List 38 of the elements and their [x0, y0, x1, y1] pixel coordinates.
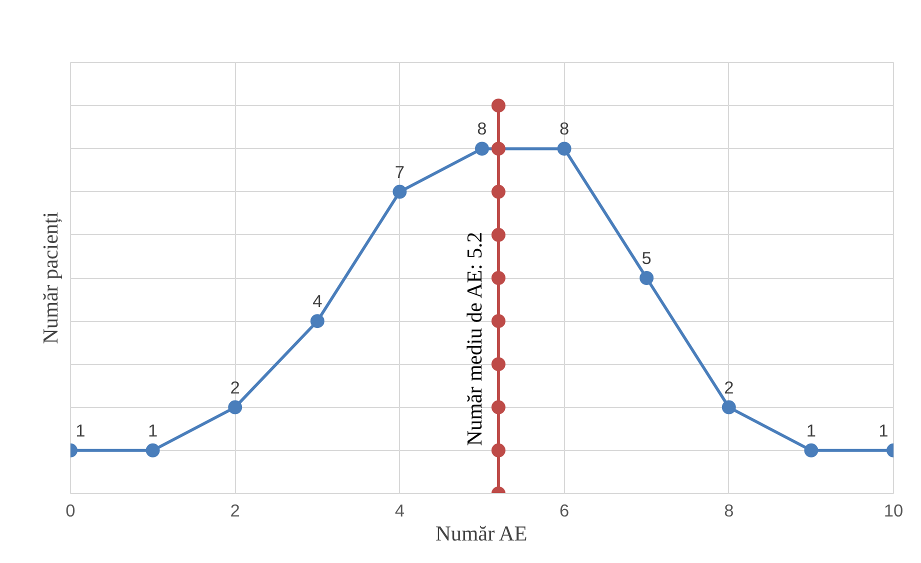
data-label: 8	[477, 118, 487, 139]
data-label: 2	[230, 377, 240, 398]
x-axis-title: Număr AE	[436, 522, 528, 546]
data-label: 1	[76, 420, 86, 440]
data-label: 1	[148, 420, 158, 440]
y-axis-title: Număr pacienți	[38, 212, 62, 344]
point	[146, 443, 160, 458]
data-label: 1	[878, 420, 888, 440]
point	[491, 314, 506, 328]
data-label: 1	[806, 420, 816, 440]
point	[722, 400, 736, 414]
x-tick-label: 6	[559, 500, 570, 520]
x-tick-label: 8	[724, 500, 734, 520]
data-label: 4	[312, 291, 323, 312]
point	[804, 443, 818, 458]
data-label: 7	[394, 162, 405, 182]
point	[392, 184, 407, 199]
point	[491, 142, 506, 156]
point	[491, 357, 506, 372]
data-label: 8	[559, 118, 570, 139]
point	[475, 142, 489, 156]
point	[491, 228, 506, 242]
point	[491, 443, 506, 458]
x-tick-label: 4	[394, 500, 405, 520]
point	[557, 142, 572, 156]
x-tick-label: 0	[66, 500, 76, 520]
x-tick-label: 2	[230, 500, 240, 520]
data-label: 5	[642, 248, 652, 268]
point	[491, 98, 506, 113]
x-tick-label: 10	[884, 500, 904, 520]
point	[640, 271, 654, 285]
point	[491, 400, 506, 414]
point	[310, 314, 324, 328]
point	[491, 271, 506, 285]
data-label: 2	[724, 377, 734, 398]
point	[491, 184, 506, 199]
annotation: Număr mediu de AE: 5.2	[462, 232, 486, 446]
point	[228, 400, 242, 414]
